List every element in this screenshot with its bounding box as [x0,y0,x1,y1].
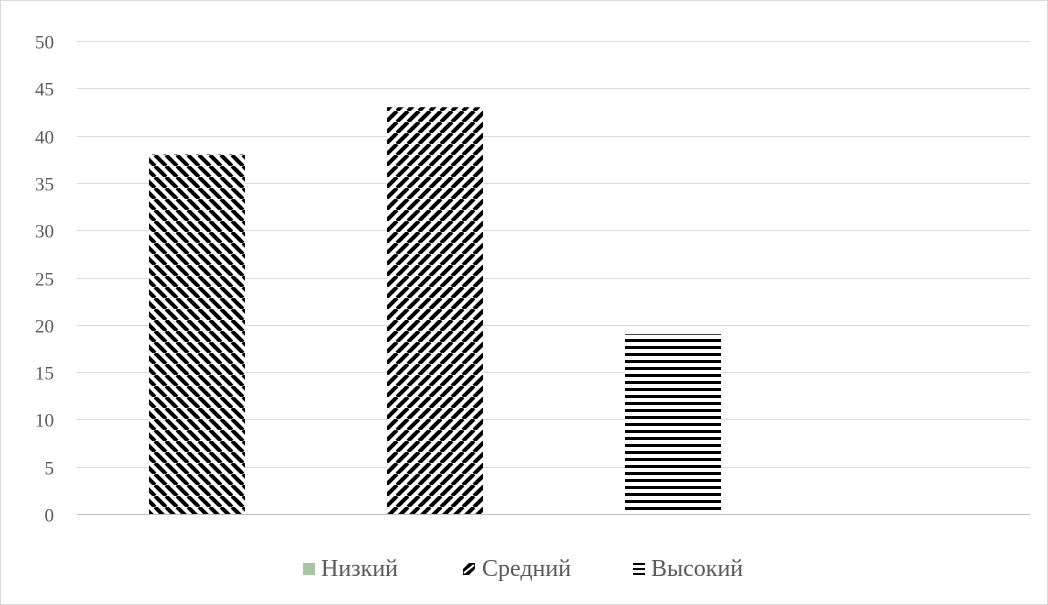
legend: Низкий Средний Высокий [303,556,743,582]
legend-marker-2 [463,563,475,575]
bars [149,107,721,514]
legend-marker-1 [303,563,315,575]
y-tick-label: 35 [35,175,54,196]
bar-2 [387,107,483,514]
y-tick-label: 25 [35,270,54,291]
y-tick-label: 50 [35,33,54,54]
y-tick-label: 0 [45,506,55,527]
legend-label-1: Низкий [321,556,398,582]
y-tick-label: 15 [35,364,54,385]
y-tick-label: 30 [35,222,54,243]
legend-marker-3 [633,563,645,575]
legend-label-2: Средний [482,556,571,582]
legend-label-3: Высокий [651,556,743,582]
bar-1 [149,154,245,514]
y-tick-label: 40 [35,128,54,149]
y-tick-label: 5 [45,459,55,480]
y-tick-label: 20 [35,317,54,338]
y-tick-label: 10 [35,411,54,432]
y-tick-label: 45 [35,80,54,101]
y-axis-tick-labels: 0 5 10 15 20 25 30 35 40 45 50 [35,33,54,527]
bar-3 [625,334,721,514]
